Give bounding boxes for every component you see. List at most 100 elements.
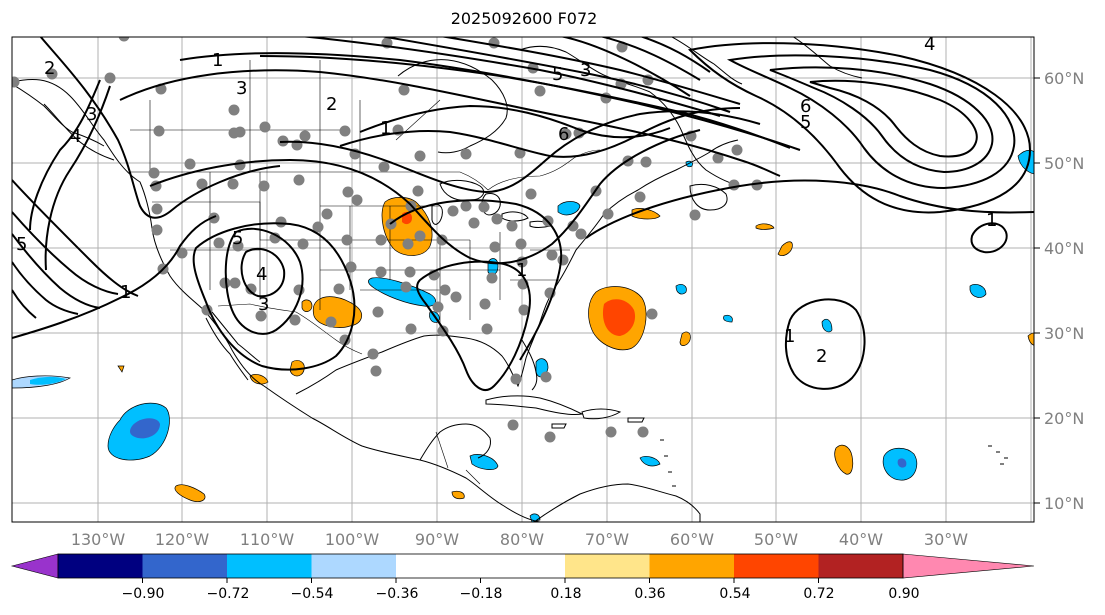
colorbar-tick-label: 0.72	[803, 586, 835, 602]
station-dot	[402, 238, 414, 250]
station-dot	[275, 216, 287, 228]
contour-ea-small	[970, 222, 1008, 254]
station-dot	[518, 304, 530, 316]
anomaly-negative-atlantic-4	[969, 284, 987, 298]
contour-west-inner-a	[29, 79, 101, 231]
contour-ne-loop-3	[769, 66, 994, 174]
contour-sw-low-inner	[240, 247, 286, 298]
contour-ne-loop-1	[687, 42, 1032, 214]
lon-label: 100°W	[325, 530, 380, 549]
colorbar	[10, 553, 1035, 583]
colorbar-segment	[227, 554, 312, 578]
station-dot	[151, 203, 163, 215]
station-dot	[478, 201, 490, 213]
station-dot	[258, 180, 270, 192]
latitude-ticks	[1034, 77, 1040, 504]
contour-label: 1	[784, 326, 795, 347]
contour-west-inner-b	[44, 85, 111, 271]
contour-label: 5	[800, 112, 811, 133]
contour-se-outer	[389, 199, 563, 361]
station-dot	[412, 185, 424, 197]
colorbar-arrow-right	[902, 553, 1035, 579]
lat-label: 10°N	[1044, 494, 1084, 513]
station-dot	[234, 126, 246, 138]
anomaly-negative-southeast-us	[368, 277, 437, 307]
station-dot	[540, 371, 552, 383]
station-dot	[400, 281, 412, 293]
lon-axis-labels: 130°W 120°W 110°W 100°W 90°W 80°W 70°W 6…	[71, 530, 968, 549]
station-dot	[208, 212, 220, 224]
contour-label: 4	[924, 34, 935, 55]
anomaly-positive-west-atlantic-4	[679, 331, 691, 346]
lon-label: 70°W	[585, 530, 629, 549]
station-dot	[12, 76, 20, 88]
contour-label: 3	[580, 60, 591, 81]
lon-label: 40°W	[839, 530, 883, 549]
colorbar-tick-label: −0.72	[206, 586, 250, 602]
station-dot	[447, 205, 459, 217]
station-dot	[712, 152, 724, 164]
station-dot	[297, 238, 309, 250]
contour-label: 2	[816, 346, 827, 367]
station-dot	[148, 167, 160, 179]
station-dot	[345, 261, 357, 273]
colorbar-segment	[649, 554, 734, 578]
station-dot	[507, 419, 519, 431]
contour-label: 3	[86, 104, 97, 125]
lon-label: 50°W	[754, 530, 798, 549]
map-frame	[11, 36, 1035, 523]
colorbar-segment	[818, 554, 903, 578]
anomaly-positive-gulf	[249, 374, 269, 385]
contour-ea-low	[784, 298, 866, 390]
station-dot	[515, 238, 527, 250]
anomaly-negative-atlantic-3	[821, 318, 833, 333]
colorbar-arrow-left	[10, 553, 59, 579]
colorbar-segment	[58, 554, 143, 578]
station-dot	[544, 431, 556, 443]
coastlines	[12, 37, 1008, 522]
lon-label: 60°W	[670, 530, 714, 549]
station-dot	[259, 121, 271, 133]
station-dot	[525, 188, 537, 200]
station-dot	[232, 240, 244, 252]
lon-label: 110°W	[240, 530, 295, 549]
station-dot	[299, 130, 311, 142]
contour-label: 5	[16, 234, 27, 255]
station-dot	[605, 426, 617, 438]
anomaly-negative-east-atlantic-core	[897, 458, 907, 468]
colorbar-tick-label: −0.18	[459, 586, 503, 602]
lat-label: 40°N	[1044, 239, 1084, 258]
station-dot	[228, 104, 240, 116]
station-dot	[405, 323, 417, 335]
station-dot	[342, 186, 354, 198]
station-dot	[219, 277, 231, 289]
anomaly-positive-far-east	[1027, 332, 1034, 346]
colorbar-segment	[480, 554, 565, 578]
station-dot	[370, 365, 382, 377]
station-dot	[229, 277, 241, 289]
colorbar-segment	[142, 554, 227, 578]
station-dot	[432, 301, 444, 313]
station-dot	[104, 72, 116, 84]
contour-west-3	[12, 211, 119, 295]
station-dot	[184, 158, 196, 170]
station-dot	[289, 314, 301, 326]
station-dot	[602, 208, 614, 220]
lat-label: 60°N	[1044, 69, 1084, 88]
station-dot	[118, 37, 130, 42]
contour-lines	[12, 37, 1034, 391]
map-title: 2025092600 F072	[450, 9, 598, 28]
lon-label: 80°W	[500, 530, 544, 549]
contour-label: 1	[380, 118, 391, 139]
station-dot	[321, 208, 333, 220]
station-dot	[176, 247, 188, 259]
colorbar-tick-label: 0.36	[634, 586, 666, 602]
contour-ne-3	[639, 37, 711, 73]
contour-central-2	[279, 110, 761, 194]
station-dot	[375, 266, 387, 278]
contour-label: 4	[70, 126, 81, 147]
station-dot	[339, 125, 351, 137]
contour-label: 3	[258, 294, 269, 315]
contour-label: 2	[326, 94, 337, 115]
